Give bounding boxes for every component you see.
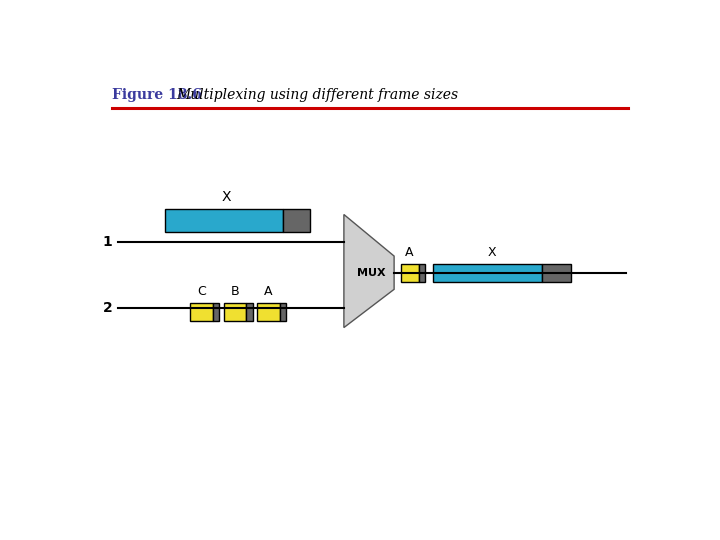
Bar [246, 303, 253, 321]
Bar [401, 265, 419, 282]
Text: A: A [264, 285, 273, 298]
Text: 2: 2 [102, 301, 112, 315]
Text: B: B [231, 285, 239, 298]
Bar [542, 265, 571, 282]
Text: C: C [197, 285, 206, 298]
Bar [433, 265, 542, 282]
Text: A: A [405, 246, 413, 259]
Text: X: X [487, 246, 496, 259]
Bar [282, 209, 310, 232]
Text: 1: 1 [102, 234, 112, 248]
Text: Multiplexing using different frame sizes: Multiplexing using different frame sizes [176, 87, 459, 102]
Bar [419, 265, 426, 282]
Polygon shape [344, 214, 394, 328]
Bar [279, 303, 287, 321]
Bar [213, 303, 220, 321]
Bar [190, 303, 213, 321]
Text: Figure 18.6: Figure 18.6 [112, 87, 202, 102]
Bar [258, 303, 279, 321]
Text: X: X [222, 190, 231, 204]
Bar [166, 209, 282, 232]
Bar [224, 303, 246, 321]
Text: MUX: MUX [357, 268, 386, 278]
